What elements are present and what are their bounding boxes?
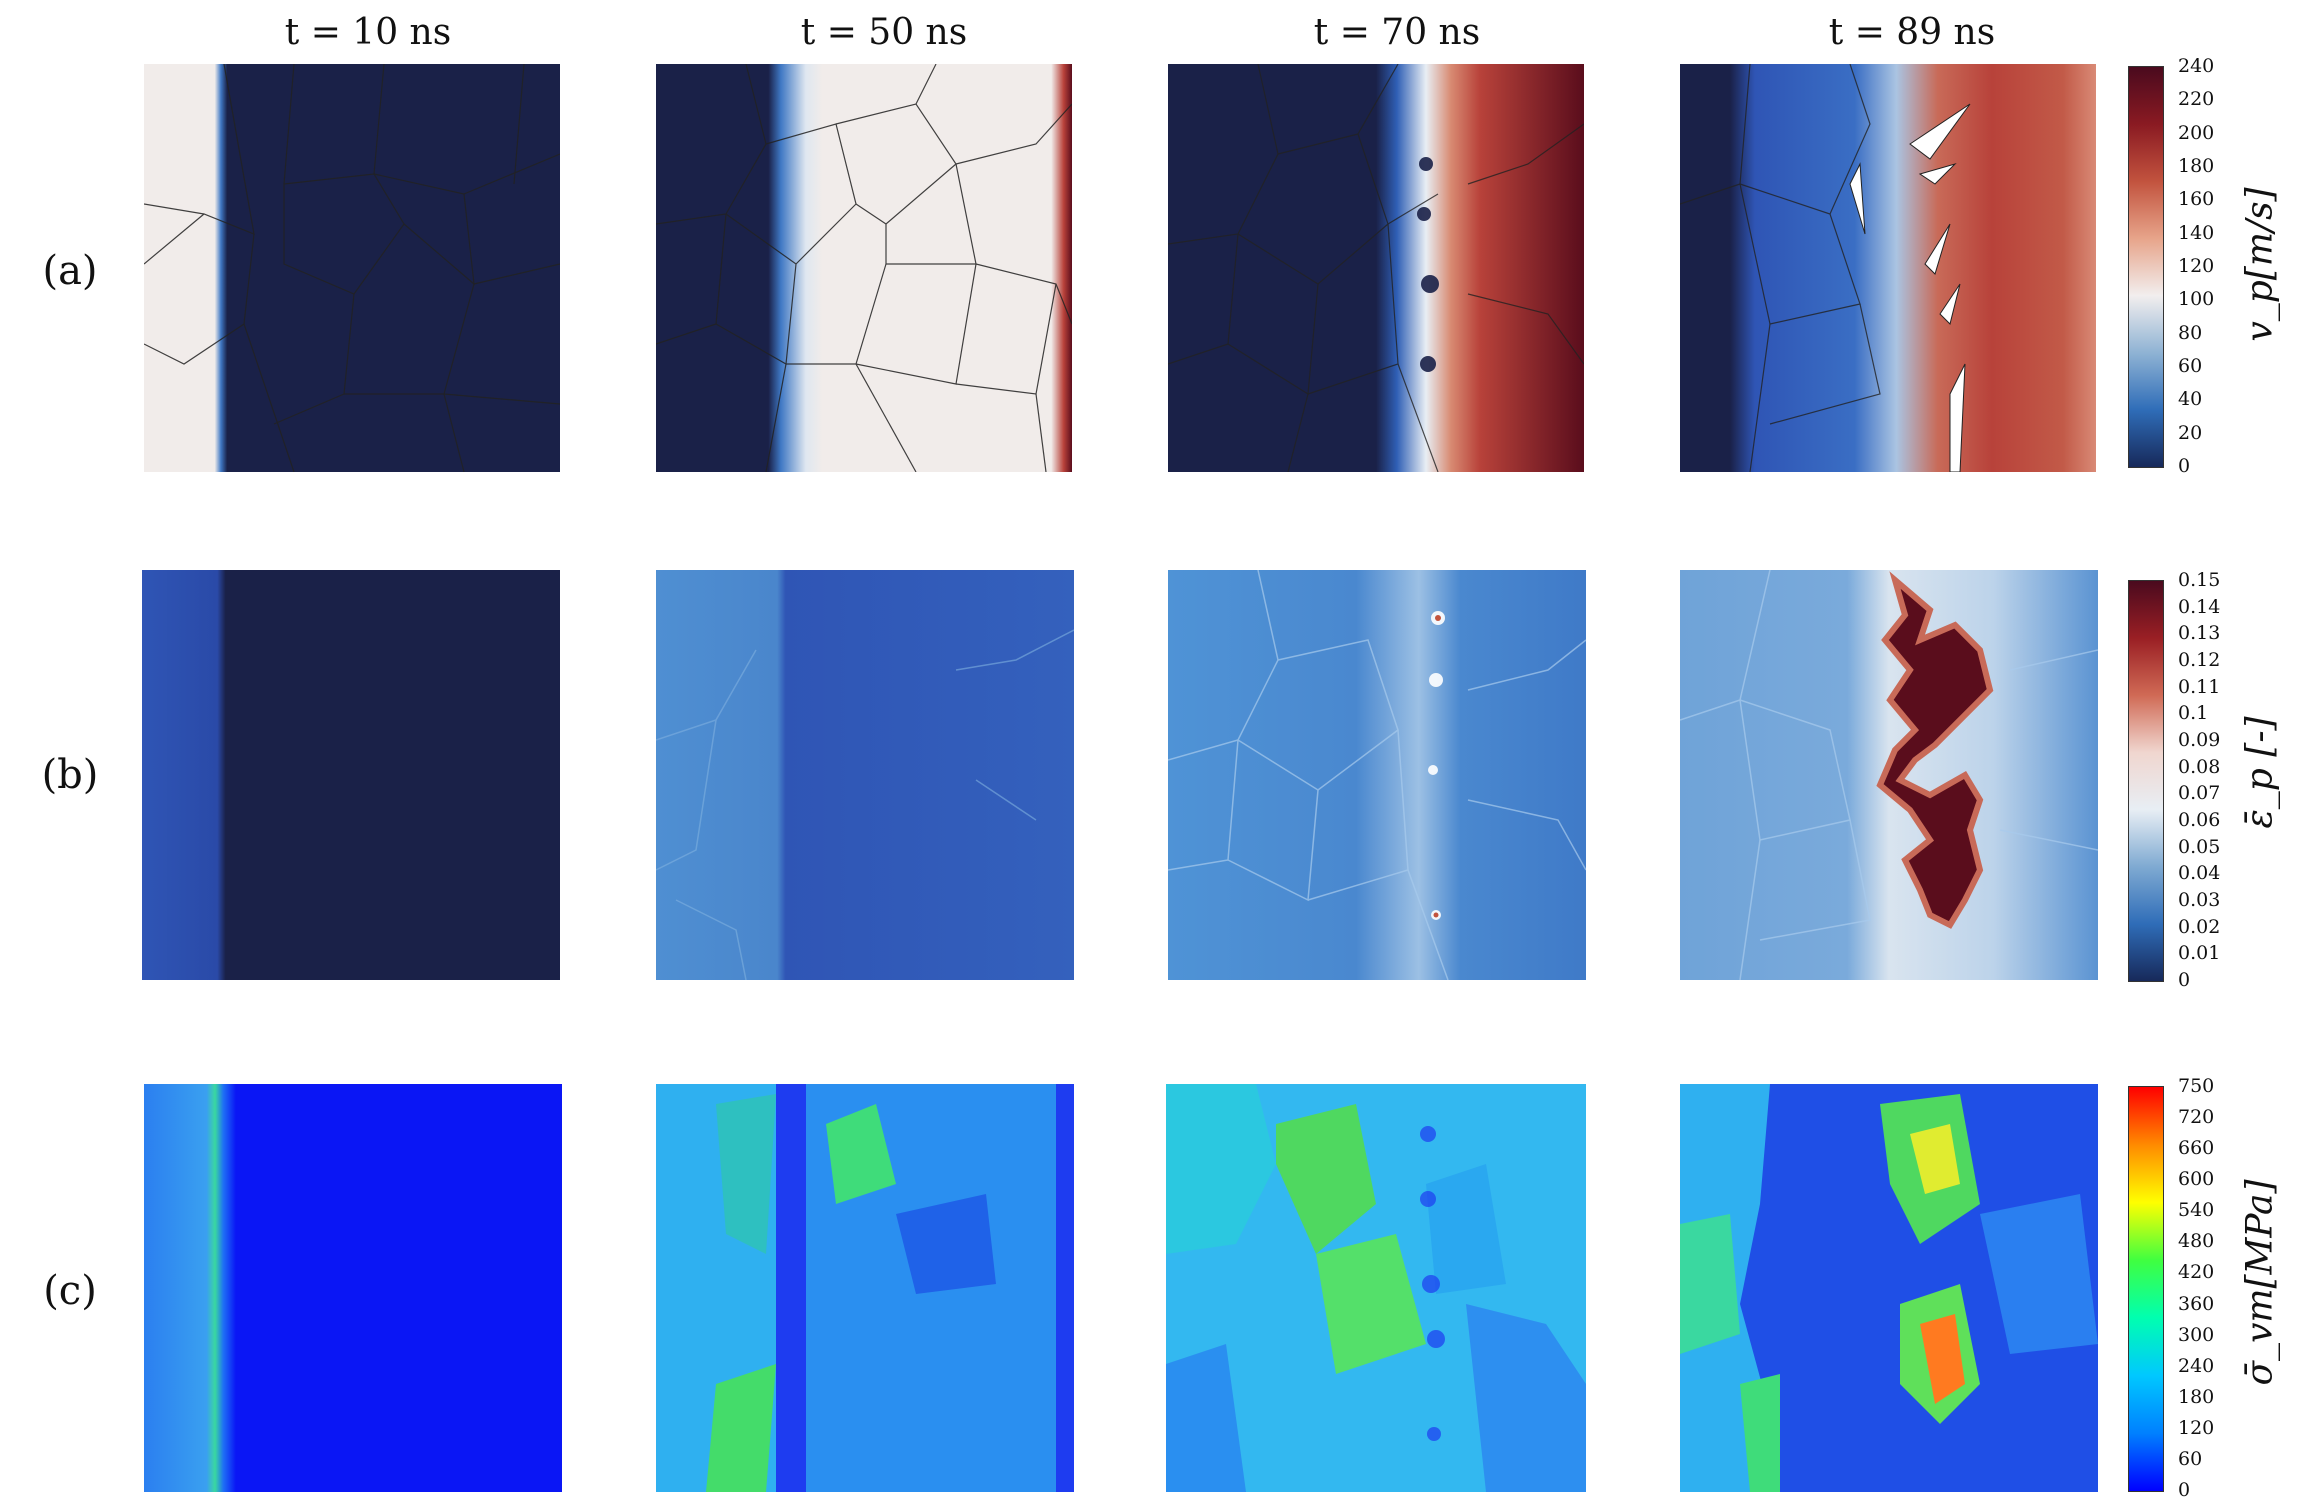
colorbar-tick-label: 180 [2178,155,2215,177]
colorbar-tick-label: 0.08 [2178,755,2221,778]
stress-panel-t50 [656,1084,1074,1492]
colorbar-tick-label: 0.07 [2178,782,2221,805]
velocity-colorbar-title: v_p[m/s] [2240,85,2281,445]
velocity-panel-t50 [656,64,1072,472]
colorbar-tick-label: 0.12 [2178,649,2221,671]
colorbar-tick-label: 0.11 [2178,675,2221,698]
stress-panel-t10 [144,1084,562,1492]
colorbar-tick-label: 60 [2178,1447,2203,1470]
colorbar-tick-label: 0.15 [2178,569,2221,591]
colorbar-tick-label: 480 [2178,1230,2215,1253]
stress-panel-t70 [1166,1084,1586,1492]
colorbar-tick-label: 40 [2178,388,2203,411]
colorbar-tick-label: 160 [2178,188,2215,211]
colorbar-tick-label: 240 [2178,55,2215,77]
strain-panel-t89 [1680,570,2098,980]
stress-colorbar-title: σ̄_vm[MPa] [2240,1103,2281,1463]
row-label-c: (c) [43,1268,97,1314]
row-label-a: (a) [42,248,98,294]
colorbar-tick-label: 600 [2178,1168,2215,1191]
colorbar-tick-label: 120 [2178,1416,2215,1439]
time-label-10ns: t = 10 ns [284,12,452,53]
colorbar-tick-label: 0.1 [2178,702,2209,725]
stress-colorbar [2128,1086,2164,1492]
colorbar-tick-label: 540 [2178,1199,2215,1222]
colorbar-tick-label: 0.04 [2178,862,2221,885]
colorbar-tick-label: 200 [2178,121,2215,144]
colorbar-tick-label: 0 [2178,969,2191,991]
time-label-70ns: t = 70 ns [1313,12,1481,53]
velocity-panel-t10 [144,64,560,472]
colorbar-tick-label: 0.03 [2178,889,2221,911]
colorbar-tick-label: 0.02 [2178,915,2221,938]
velocity-panel-t89 [1680,64,2096,472]
colorbar-tick-label: 0 [2178,1479,2191,1501]
strain-damage-band [1876,571,1994,929]
colorbar-tick-label: 0.05 [2178,835,2221,858]
colorbar-tick-label: 60 [2178,355,2203,377]
strain-colorbar-title-text: ε̄_p [-] [2239,716,2281,829]
colorbar-tick-label: 20 [2178,421,2203,444]
colorbar-tick-label: 180 [2178,1385,2215,1408]
colorbar-tick-label: 0.13 [2178,622,2221,645]
colorbar-tick-label: 140 [2178,221,2215,244]
colorbar-tick-label: 420 [2178,1261,2215,1284]
stress-colorbar-title-text: σ̄_vm[MPa] [2239,1179,2281,1386]
colorbar-tick-label: 750 [2178,1075,2215,1097]
velocity-colorbar-title-text: v_p[m/s] [2239,187,2281,342]
colorbar-tick-label: 80 [2178,321,2203,344]
colorbar-tick-label: 660 [2178,1137,2215,1160]
colorbar-tick-label: 0 [2178,455,2191,477]
stress-colorbar-ticks: 750 720 660 600 540 480 420 360 300 240 180 120 60 0 [2178,1077,2238,1500]
colorbar-tick-label: 0.06 [2178,809,2221,831]
colorbar-tick-label: 300 [2178,1323,2215,1346]
strain-colorbar-title: ε̄_p [-] [2240,593,2281,953]
stress-panel-t89 [1680,1084,2098,1492]
colorbar-tick-label: 720 [2178,1106,2215,1129]
velocity-colorbar-ticks: 240 220 200 180 160 140 120 100 80 60 40 20 0 [2178,57,2238,476]
time-label-50ns: t = 50 ns [800,12,968,53]
velocity-panel-t70 [1168,64,1584,472]
colorbar-tick-label: 0.09 [2178,729,2221,751]
row-label-b: (b) [41,752,99,798]
time-label-89ns: t = 89 ns [1828,12,1996,53]
colorbar-tick-label: 120 [2178,255,2215,277]
strain-colorbar-ticks: 0.15 0.14 0.13 0.12 0.11 0.1 0.09 0.08 0.07 0.06 0… [2178,571,2238,990]
colorbar-tick-label: 360 [2178,1292,2215,1315]
strain-panel-t10 [142,570,560,980]
velocity-colorbar [2128,66,2164,468]
colorbar-tick-label: 100 [2178,288,2215,311]
colorbar-tick-label: 0.14 [2178,595,2221,618]
strain-panel-t50 [656,570,1074,980]
strain-panel-t70 [1168,570,1586,980]
strain-colorbar [2128,580,2164,982]
colorbar-tick-label: 240 [2178,1354,2215,1377]
colorbar-tick-label: 220 [2178,88,2215,111]
colorbar-tick-label: 0.01 [2178,942,2221,965]
